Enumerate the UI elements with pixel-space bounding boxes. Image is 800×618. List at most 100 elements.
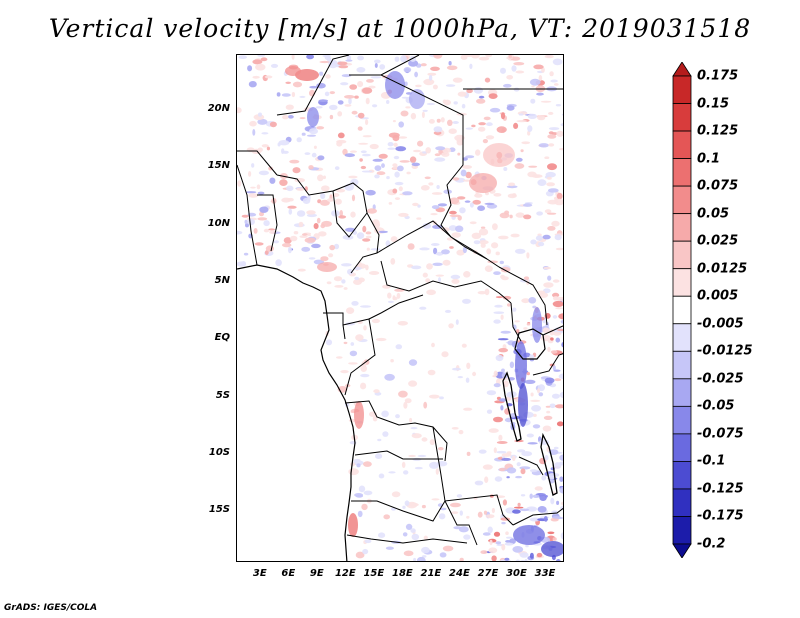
field-cell <box>469 221 477 225</box>
field-cell <box>299 235 308 239</box>
field-cell <box>421 555 427 558</box>
field-cell <box>509 538 516 545</box>
field-cell <box>372 104 378 108</box>
field-cell <box>494 476 503 482</box>
lon-tick-label: 12E <box>334 568 356 579</box>
field-cell <box>392 296 398 301</box>
field-cell <box>248 193 259 198</box>
lon-tick-label: 24E <box>449 568 470 579</box>
field-cell <box>247 65 253 72</box>
field-cell <box>518 383 528 427</box>
field-cell <box>428 74 433 81</box>
colorbar-tick-label: -0.0125 <box>697 343 753 359</box>
field-cell <box>553 369 561 372</box>
field-cell <box>484 265 493 272</box>
field-cell <box>546 410 551 414</box>
colorbar-tick-label: -0.1 <box>697 453 726 469</box>
field-cell <box>463 55 475 57</box>
field-cell <box>561 342 563 348</box>
field-cell <box>469 63 473 69</box>
field-cell <box>505 540 511 543</box>
field-cell <box>350 178 359 186</box>
field-cell <box>290 235 298 242</box>
field-cell <box>302 233 308 236</box>
field-cell <box>526 372 530 376</box>
field-cell <box>526 433 534 438</box>
field-cell <box>365 264 369 271</box>
field-cell <box>466 451 471 456</box>
field-cell <box>337 61 348 66</box>
field-cell <box>361 503 368 511</box>
field-cell <box>343 287 348 290</box>
field-cell <box>405 523 413 530</box>
field-cell <box>350 342 355 346</box>
field-cell <box>480 226 486 229</box>
field-cell <box>261 132 269 135</box>
field-cell <box>452 177 460 181</box>
field-cell <box>515 157 523 162</box>
field-cell <box>541 541 563 557</box>
field-cell <box>403 67 412 73</box>
field-cell <box>558 313 563 320</box>
field-cell <box>477 511 483 518</box>
field-cell <box>360 150 367 154</box>
field-cell <box>243 252 249 256</box>
field-cell <box>532 413 537 417</box>
field-cell <box>390 359 394 363</box>
field-cell <box>357 126 363 131</box>
field-cell <box>472 199 481 205</box>
field-cell <box>528 165 538 168</box>
field-cell <box>258 170 269 176</box>
field-cell <box>282 115 289 120</box>
field-cell <box>452 77 463 83</box>
field-cell <box>496 450 507 454</box>
field-cell <box>269 230 277 234</box>
field-cell <box>257 118 268 125</box>
field-cell <box>506 185 518 189</box>
field-cell <box>264 75 273 79</box>
field-cell <box>513 525 545 545</box>
field-cell <box>339 210 343 217</box>
field-cell <box>421 504 426 509</box>
colorbar-tick-label: 0.05 <box>697 206 730 222</box>
field-cell <box>248 81 257 88</box>
field-cell <box>354 401 364 429</box>
field-cell <box>431 205 440 210</box>
colorbar-segment <box>672 295 692 325</box>
field-cell <box>350 150 357 153</box>
field-cell <box>523 327 528 330</box>
field-cell <box>461 103 466 109</box>
field-cell <box>282 150 289 154</box>
field-cell <box>395 146 407 152</box>
field-cell <box>499 398 507 402</box>
field-cell <box>356 67 366 73</box>
field-cell <box>426 289 436 296</box>
field-cell <box>520 468 526 475</box>
field-cell <box>404 500 410 507</box>
field-cell <box>520 494 526 497</box>
field-cell <box>374 174 380 179</box>
field-cell <box>372 158 383 162</box>
field-cell <box>500 266 511 273</box>
field-cell <box>257 191 265 195</box>
field-cell <box>450 274 461 280</box>
field-cell <box>241 214 249 218</box>
field-cell <box>348 97 352 105</box>
field-cell <box>455 319 459 325</box>
field-cell <box>329 244 336 251</box>
field-cell <box>313 223 319 230</box>
field-cell <box>555 104 561 107</box>
field-cell <box>538 392 544 397</box>
field-cell <box>533 64 544 70</box>
field-cell <box>478 122 486 126</box>
field-cell <box>421 546 430 554</box>
field-cell <box>556 130 563 137</box>
field-cell <box>530 392 534 397</box>
field-cell <box>368 85 376 89</box>
field-cell <box>493 271 501 275</box>
field-cell <box>455 225 464 233</box>
field-cell <box>554 234 562 241</box>
field-cell <box>458 429 464 435</box>
field-cell <box>549 71 554 77</box>
field-cell <box>360 382 367 390</box>
